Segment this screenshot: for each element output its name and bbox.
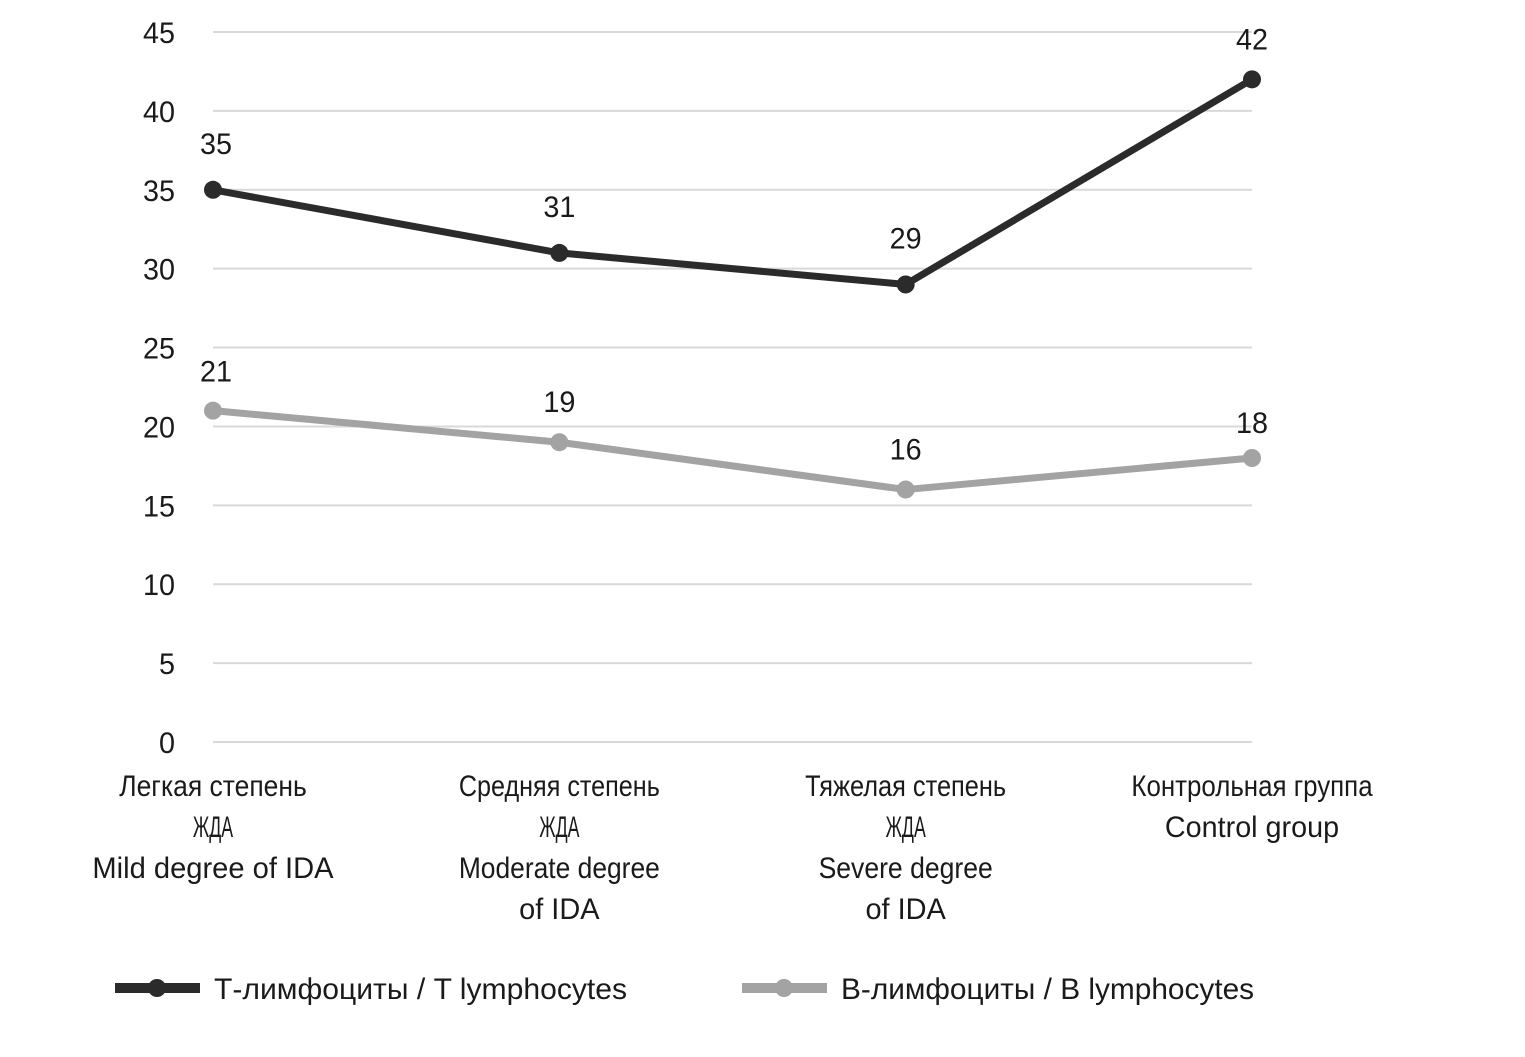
data-point	[550, 433, 569, 452]
x-tick-label: Mild degree of IDA	[92, 852, 333, 885]
data-label: 31	[543, 191, 575, 224]
x-tick-label: Тяжелая степень	[805, 770, 1006, 803]
series-line-b-lymphocytes	[212, 407, 1253, 494]
data-point	[204, 401, 222, 420]
x-tick-label: Легкая степень	[119, 770, 307, 803]
x-tick-label: ЖДА	[539, 811, 579, 844]
x-tick-label: of IDA	[865, 893, 945, 926]
data-point	[550, 243, 569, 262]
y-tick-label: 15	[143, 490, 175, 523]
data-point	[1243, 70, 1261, 89]
data-point	[204, 180, 222, 199]
data-label: 19	[543, 386, 575, 419]
y-tick-label: 45	[143, 17, 175, 50]
data-label: 42	[1236, 23, 1268, 56]
x-tick-label: ЖДА	[886, 811, 926, 844]
y-tick-label: 0	[159, 727, 175, 760]
x-tick-label: ЖДА	[193, 811, 233, 844]
x-tick-label: Moderate degree	[459, 852, 660, 885]
x-tick-label: Severe degree	[819, 852, 993, 885]
legend-marker	[148, 979, 166, 997]
data-label: 29	[890, 222, 922, 255]
legend-marker	[775, 979, 793, 997]
data-label: 18	[1236, 407, 1268, 440]
y-tick-label: 30	[143, 254, 175, 287]
legend-label: В-лимфоциты / B lymphocytes	[841, 973, 1254, 1006]
x-tick-label: Средняя степень	[459, 770, 660, 803]
y-tick-label: 35	[143, 175, 175, 208]
data-point	[896, 480, 915, 499]
data-point	[896, 275, 915, 294]
data-label: 35	[200, 128, 232, 161]
x-tick-label: of IDA	[519, 893, 599, 926]
data-label: 21	[200, 356, 232, 389]
y-tick-label: 25	[143, 333, 175, 366]
x-tick-label: Control group	[1165, 811, 1339, 844]
y-tick-label: 20	[143, 411, 175, 444]
series-line-t-lymphocytes	[212, 76, 1254, 288]
data-label: 16	[890, 434, 922, 467]
x-tick-label: Контрольная группа	[1131, 770, 1372, 803]
y-tick-label: 5	[159, 648, 175, 681]
y-tick-label: 40	[143, 96, 175, 129]
y-tick-label: 10	[143, 569, 175, 602]
legend-label: Т-лимфоциты / T lymphocytes	[214, 973, 627, 1006]
data-point	[1243, 449, 1261, 467]
